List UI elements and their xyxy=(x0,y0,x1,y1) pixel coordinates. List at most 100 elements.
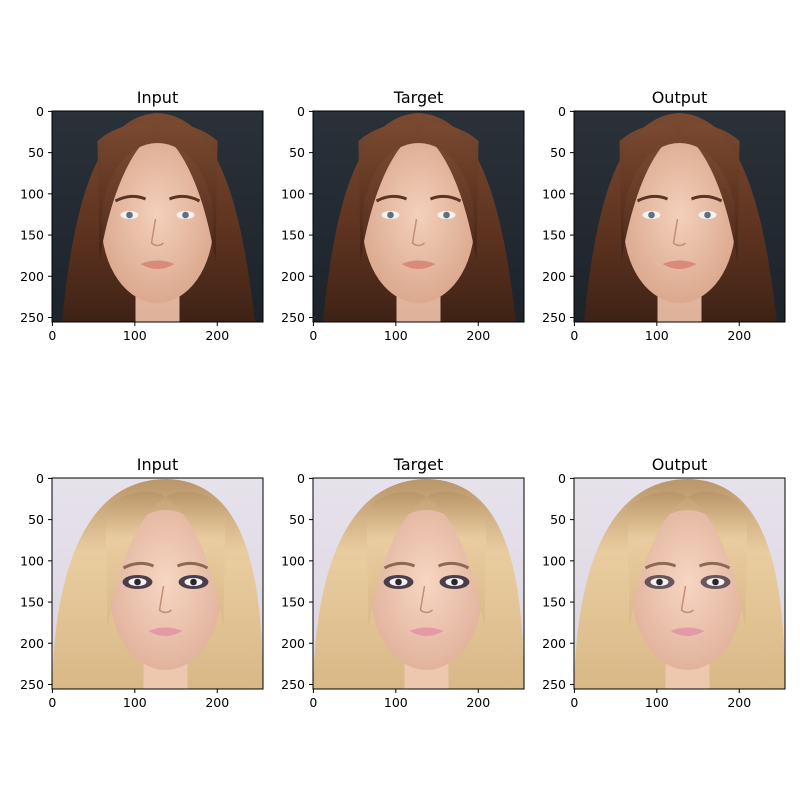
x-tick-label: 200 xyxy=(205,328,229,343)
iris-right xyxy=(443,211,450,219)
y-tick-label: 50 xyxy=(289,512,305,527)
x-tick-label: 200 xyxy=(727,328,751,343)
x-tick-label: 0 xyxy=(309,695,317,710)
panel-input-row-1: Input 0 50 100 150 200 250 0 100 200 xyxy=(20,88,264,343)
eyebrow-left xyxy=(636,194,669,203)
eyebrow-left xyxy=(383,561,416,570)
panel-input-row-2: Input 0 50 100 150 200 250 0 100 200 xyxy=(20,455,264,710)
iris-right xyxy=(704,211,711,219)
face xyxy=(109,510,222,670)
panel-title: Output xyxy=(652,455,708,474)
y-tick-label: 50 xyxy=(28,145,44,160)
x-tick-label: 0 xyxy=(48,695,56,710)
nose xyxy=(158,585,172,614)
panel-title: Input xyxy=(137,455,178,474)
iris-left xyxy=(648,211,655,219)
hair-strand-right xyxy=(679,124,740,262)
hair-strand-right xyxy=(687,491,748,628)
eyebrow-right xyxy=(168,194,201,203)
axes-frame xyxy=(51,477,264,690)
y-tick-label: 0 xyxy=(558,471,566,486)
lips xyxy=(670,627,705,636)
hair-strand-right xyxy=(165,491,226,628)
y-tick-label: 0 xyxy=(36,471,44,486)
y-tick-label: 50 xyxy=(550,145,566,160)
y-tick-label: 150 xyxy=(542,595,566,610)
y-tick-label: 100 xyxy=(542,186,566,201)
y-tick-label: 200 xyxy=(542,269,566,284)
y-tick-label: 150 xyxy=(20,595,44,610)
panel-title: Input xyxy=(137,88,178,107)
iris-right xyxy=(712,578,719,586)
x-tick-label: 100 xyxy=(645,695,669,710)
eyebrow-right xyxy=(429,194,462,203)
y-tick-label: 250 xyxy=(281,310,305,325)
hair-strand-left xyxy=(358,124,419,262)
face xyxy=(101,143,214,303)
x-tick-label: 100 xyxy=(384,695,408,710)
face-photo xyxy=(52,111,263,322)
x-tick-label: 0 xyxy=(570,695,578,710)
y-tick-label: 100 xyxy=(281,553,305,568)
y-tick-label: 150 xyxy=(20,228,44,243)
nose xyxy=(672,218,686,247)
y-tick-label: 200 xyxy=(542,636,566,651)
x-tick-label: 200 xyxy=(466,695,490,710)
nose xyxy=(680,585,694,614)
iris-left xyxy=(656,578,663,586)
face-photo xyxy=(574,478,785,689)
y-tick-label: 0 xyxy=(36,104,44,119)
eyebrow-right xyxy=(690,194,723,203)
x-tick-label: 100 xyxy=(645,328,669,343)
hair-strand-left xyxy=(627,491,688,628)
y-tick-label: 50 xyxy=(550,512,566,527)
y-tick-label: 250 xyxy=(542,677,566,692)
y-tick-label: 250 xyxy=(281,677,305,692)
face-photo xyxy=(52,478,263,689)
y-tick-label: 200 xyxy=(20,269,44,284)
x-tick-label: 100 xyxy=(384,328,408,343)
iris-right xyxy=(190,578,197,586)
axes-frame xyxy=(573,110,786,323)
x-tick-label: 100 xyxy=(123,328,147,343)
y-tick-label: 0 xyxy=(297,471,305,486)
hair-strand-right xyxy=(157,124,218,262)
y-tick-label: 50 xyxy=(28,512,44,527)
iris-right xyxy=(182,211,189,219)
iris-left xyxy=(134,578,141,586)
face-photo xyxy=(313,478,524,689)
y-tick-label: 0 xyxy=(558,104,566,119)
eyebrow-left xyxy=(644,561,677,570)
face-photo xyxy=(574,111,785,322)
panel-output-row-1: Output 0 50 100 150 200 250 0 100 200 xyxy=(542,88,786,343)
y-tick-label: 200 xyxy=(281,269,305,284)
y-tick-label: 250 xyxy=(20,310,44,325)
face xyxy=(370,510,483,670)
face xyxy=(362,143,475,303)
axes-frame xyxy=(312,477,525,690)
axes-frame xyxy=(51,110,264,323)
face xyxy=(631,510,744,670)
x-tick-label: 200 xyxy=(205,695,229,710)
x-tick-label: 100 xyxy=(123,695,147,710)
y-tick-label: 250 xyxy=(20,677,44,692)
axes-frame xyxy=(312,110,525,323)
eyebrow-right xyxy=(176,561,209,570)
y-tick-label: 150 xyxy=(542,228,566,243)
x-tick-label: 200 xyxy=(727,695,751,710)
iris-right xyxy=(451,578,458,586)
y-tick-label: 150 xyxy=(281,228,305,243)
y-tick-label: 100 xyxy=(542,553,566,568)
iris-left xyxy=(395,578,402,586)
iris-left xyxy=(126,211,133,219)
hair-strand-right xyxy=(426,491,487,628)
lips xyxy=(662,260,697,269)
nose xyxy=(419,585,433,614)
nose xyxy=(150,218,164,247)
y-tick-label: 100 xyxy=(20,553,44,568)
face-photo xyxy=(313,111,524,322)
eyebrow-left xyxy=(122,561,155,570)
panel-target-row-1: Target 0 50 100 150 200 250 0 100 200 xyxy=(281,88,525,343)
lips xyxy=(401,260,436,269)
x-tick-label: 0 xyxy=(48,328,56,343)
